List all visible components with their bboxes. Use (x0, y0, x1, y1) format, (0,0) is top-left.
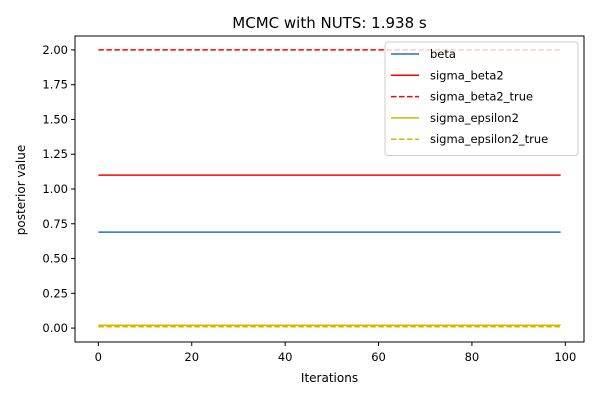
plot-frame (74, 35, 585, 343)
chart-title: MCMC with NUTS: 1.938 s (232, 14, 427, 32)
x-tick-label: 0 (95, 350, 102, 364)
x-tick-label: 60 (371, 350, 386, 364)
y-axis-label: posterior value (14, 145, 28, 235)
y-tick-label: 0.25 (42, 286, 68, 300)
y-tick-label: 0.75 (42, 217, 68, 231)
y-tick-label: 1.50 (42, 112, 68, 126)
legend-label: sigma_epsilon2_true (430, 132, 548, 146)
y-tick-label: 1.25 (42, 147, 68, 161)
y-tick-label: 1.00 (42, 182, 68, 196)
legend-label: beta (430, 47, 456, 61)
x-tick-label: 80 (465, 350, 480, 364)
legend-box (384, 41, 579, 156)
y-tick-label: 0.50 (42, 252, 68, 266)
y-tick-label: 2.00 (42, 43, 68, 57)
y-tick-label: 1.75 (42, 78, 68, 92)
x-axis: 0 20 40 60 80 100 (95, 342, 576, 364)
x-axis-label: Iterations (301, 371, 358, 385)
x-tick-label: 40 (278, 350, 293, 364)
y-axis: 0.00 0.25 0.50 0.75 1.00 1.25 1.50 1.75 2.00 (42, 43, 75, 335)
legend: beta sigma_beta2 sigma_beta2_true sigma_eps… (384, 41, 579, 156)
x-tick-label: 100 (554, 350, 576, 364)
legend-label: sigma_beta2 (430, 68, 504, 82)
legend-label: sigma_epsilon2 (430, 111, 519, 125)
y-tick-label: 0.00 (42, 321, 68, 335)
x-tick-label: 20 (184, 350, 199, 364)
legend-label: sigma_beta2_true (430, 90, 533, 104)
